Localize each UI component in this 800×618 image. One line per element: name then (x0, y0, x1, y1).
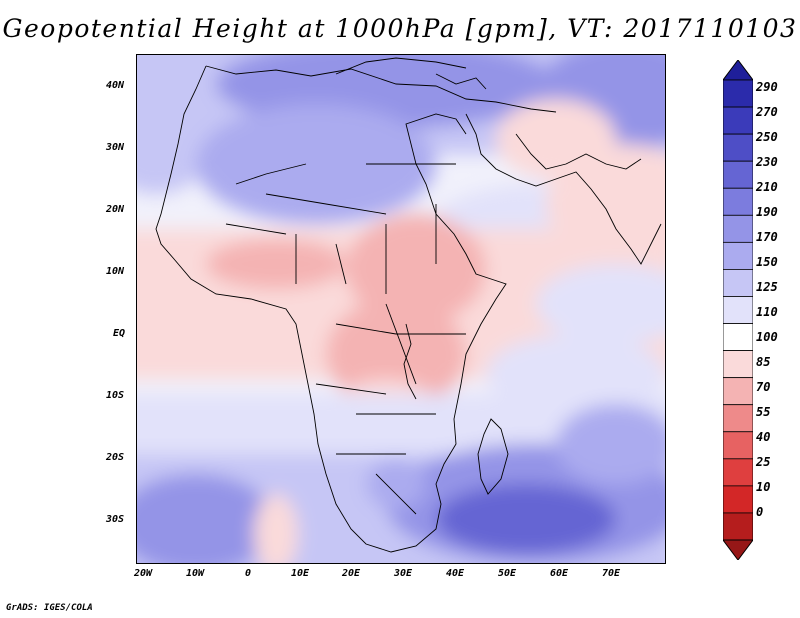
geopotential-height-map (136, 54, 666, 564)
legend-swatch (723, 485, 753, 514)
legend-label: 210 (756, 180, 778, 194)
height-field (136, 54, 666, 564)
legend-swatch-bottom-arrow (723, 539, 753, 560)
software-credit: GrADS: IGES/COLA (6, 603, 93, 613)
legend-swatch (723, 431, 753, 460)
legend-swatch (723, 214, 753, 243)
y-axis-label: 20S (106, 452, 125, 463)
legend-label: 10 (756, 480, 771, 494)
legend-swatch (723, 323, 753, 351)
x-axis-label: 60E (550, 568, 569, 579)
legend-swatch (723, 350, 753, 379)
legend-swatch (723, 241, 753, 270)
legend-label: 55 (756, 405, 771, 419)
x-axis-label: 50E (498, 568, 517, 579)
x-axis-label: 10E (291, 568, 310, 579)
legend-label: 125 (756, 280, 778, 294)
x-axis-label: 40E (446, 568, 465, 579)
legend-label: 230 (756, 155, 778, 169)
x-axis-label: 30E (394, 568, 413, 579)
legend-swatch (723, 79, 753, 108)
legend-swatch (723, 377, 753, 406)
legend-label: 290 (756, 80, 778, 94)
legend-swatch (723, 160, 753, 189)
legend-label: 70 (756, 380, 771, 394)
y-axis-label: 10N (106, 266, 125, 277)
y-axis-label: 40N (106, 80, 125, 91)
color-legend (723, 60, 753, 560)
map-title: Geopotential Height at 1000hPa [gpm], VT… (2, 14, 798, 43)
x-axis-label: 70E (602, 568, 621, 579)
y-axis-label: 10S (106, 390, 125, 401)
legend-label: 100 (756, 330, 778, 344)
legend-swatch-top-arrow (723, 60, 753, 81)
x-axis-label: 20W (134, 568, 153, 579)
legend-label: 150 (756, 255, 778, 269)
legend-swatch (723, 269, 753, 297)
legend-label: 170 (756, 230, 778, 244)
legend-label: 110 (756, 305, 778, 319)
y-axis-label: 30S (106, 514, 125, 525)
legend-label: 40 (756, 430, 771, 444)
legend-label: 0 (756, 505, 764, 519)
legend-swatch (723, 187, 753, 216)
x-axis-label: 0 (245, 568, 252, 579)
x-axis-label: 20E (342, 568, 361, 579)
legend-swatch (723, 296, 753, 324)
legend-swatch (723, 404, 753, 433)
legend-swatch (723, 106, 753, 135)
legend-label: 25 (756, 455, 771, 469)
legend-swatch (723, 133, 753, 162)
legend-label: 270 (756, 105, 778, 119)
y-axis-label: EQ (113, 328, 126, 339)
legend-label: 85 (756, 355, 771, 369)
y-axis-label: 20N (106, 204, 125, 215)
legend-label: 190 (756, 205, 778, 219)
x-axis-label: 10W (186, 568, 205, 579)
legend-swatch (723, 458, 753, 487)
legend-label: 250 (756, 130, 778, 144)
legend-swatch (723, 512, 753, 541)
coastlines (155, 57, 662, 553)
y-axis-label: 30N (106, 142, 125, 153)
